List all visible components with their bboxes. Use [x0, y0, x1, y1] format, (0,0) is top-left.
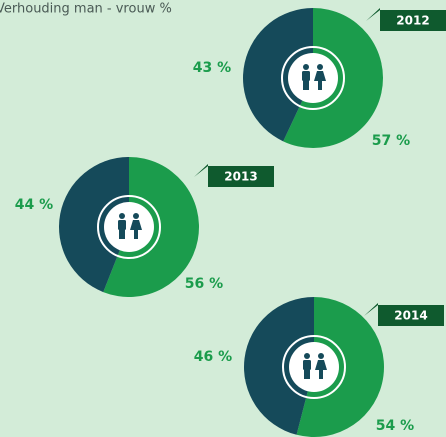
value-label: 56 % — [185, 276, 223, 292]
icon-woman-head — [318, 353, 324, 359]
slice — [242, 8, 313, 142]
icon-man-head — [119, 213, 125, 219]
icon-woman-head — [133, 213, 139, 219]
donut-chart: 57 % 43 % 2012 — [193, 8, 446, 149]
year-tag — [208, 166, 274, 187]
icon-man-body — [303, 360, 311, 370]
year-flag — [194, 164, 208, 177]
page-title: Verhouding man - vrouw % — [0, 2, 172, 17]
year-label: 2012 — [396, 14, 429, 28]
center-ring — [282, 335, 346, 399]
year-flag — [364, 303, 378, 316]
icon-man-body — [302, 71, 310, 81]
center-ring — [97, 195, 161, 259]
year-tag — [380, 10, 446, 31]
value-label: 54 % — [376, 418, 414, 434]
icon-woman-legs — [318, 81, 322, 90]
slice — [296, 297, 384, 437]
icon-woman-head — [317, 64, 323, 70]
icon-man-legs — [119, 229, 125, 239]
icon-man-head — [304, 353, 310, 359]
icon-woman-body — [315, 360, 327, 370]
icon-man-legs — [304, 369, 310, 379]
slice — [244, 297, 314, 435]
icon-woman-legs — [134, 230, 138, 239]
value-label: 46 % — [194, 349, 232, 365]
icon-man-legs — [303, 80, 309, 90]
year-flag — [366, 8, 380, 21]
value-label: 44 % — [15, 197, 53, 213]
icon-man-head — [303, 64, 309, 70]
icon-woman-body — [130, 220, 142, 230]
donut-chart: 54 % 46 % 2014 — [194, 297, 444, 437]
slice — [59, 157, 130, 293]
value-label: 57 % — [372, 133, 410, 149]
icon-man-body — [118, 220, 126, 230]
center-disc — [104, 202, 154, 252]
center-disc — [288, 53, 338, 103]
center-ring — [281, 46, 345, 110]
year-tag — [378, 305, 444, 326]
icon-woman-legs — [319, 370, 323, 379]
year-label: 2013 — [224, 170, 257, 184]
value-label: 43 % — [193, 60, 231, 76]
center-disc — [289, 342, 339, 392]
donut-chart: 56 % 44 % 2013 — [15, 157, 274, 297]
icon-woman-body — [314, 71, 326, 81]
year-label: 2014 — [394, 309, 427, 323]
